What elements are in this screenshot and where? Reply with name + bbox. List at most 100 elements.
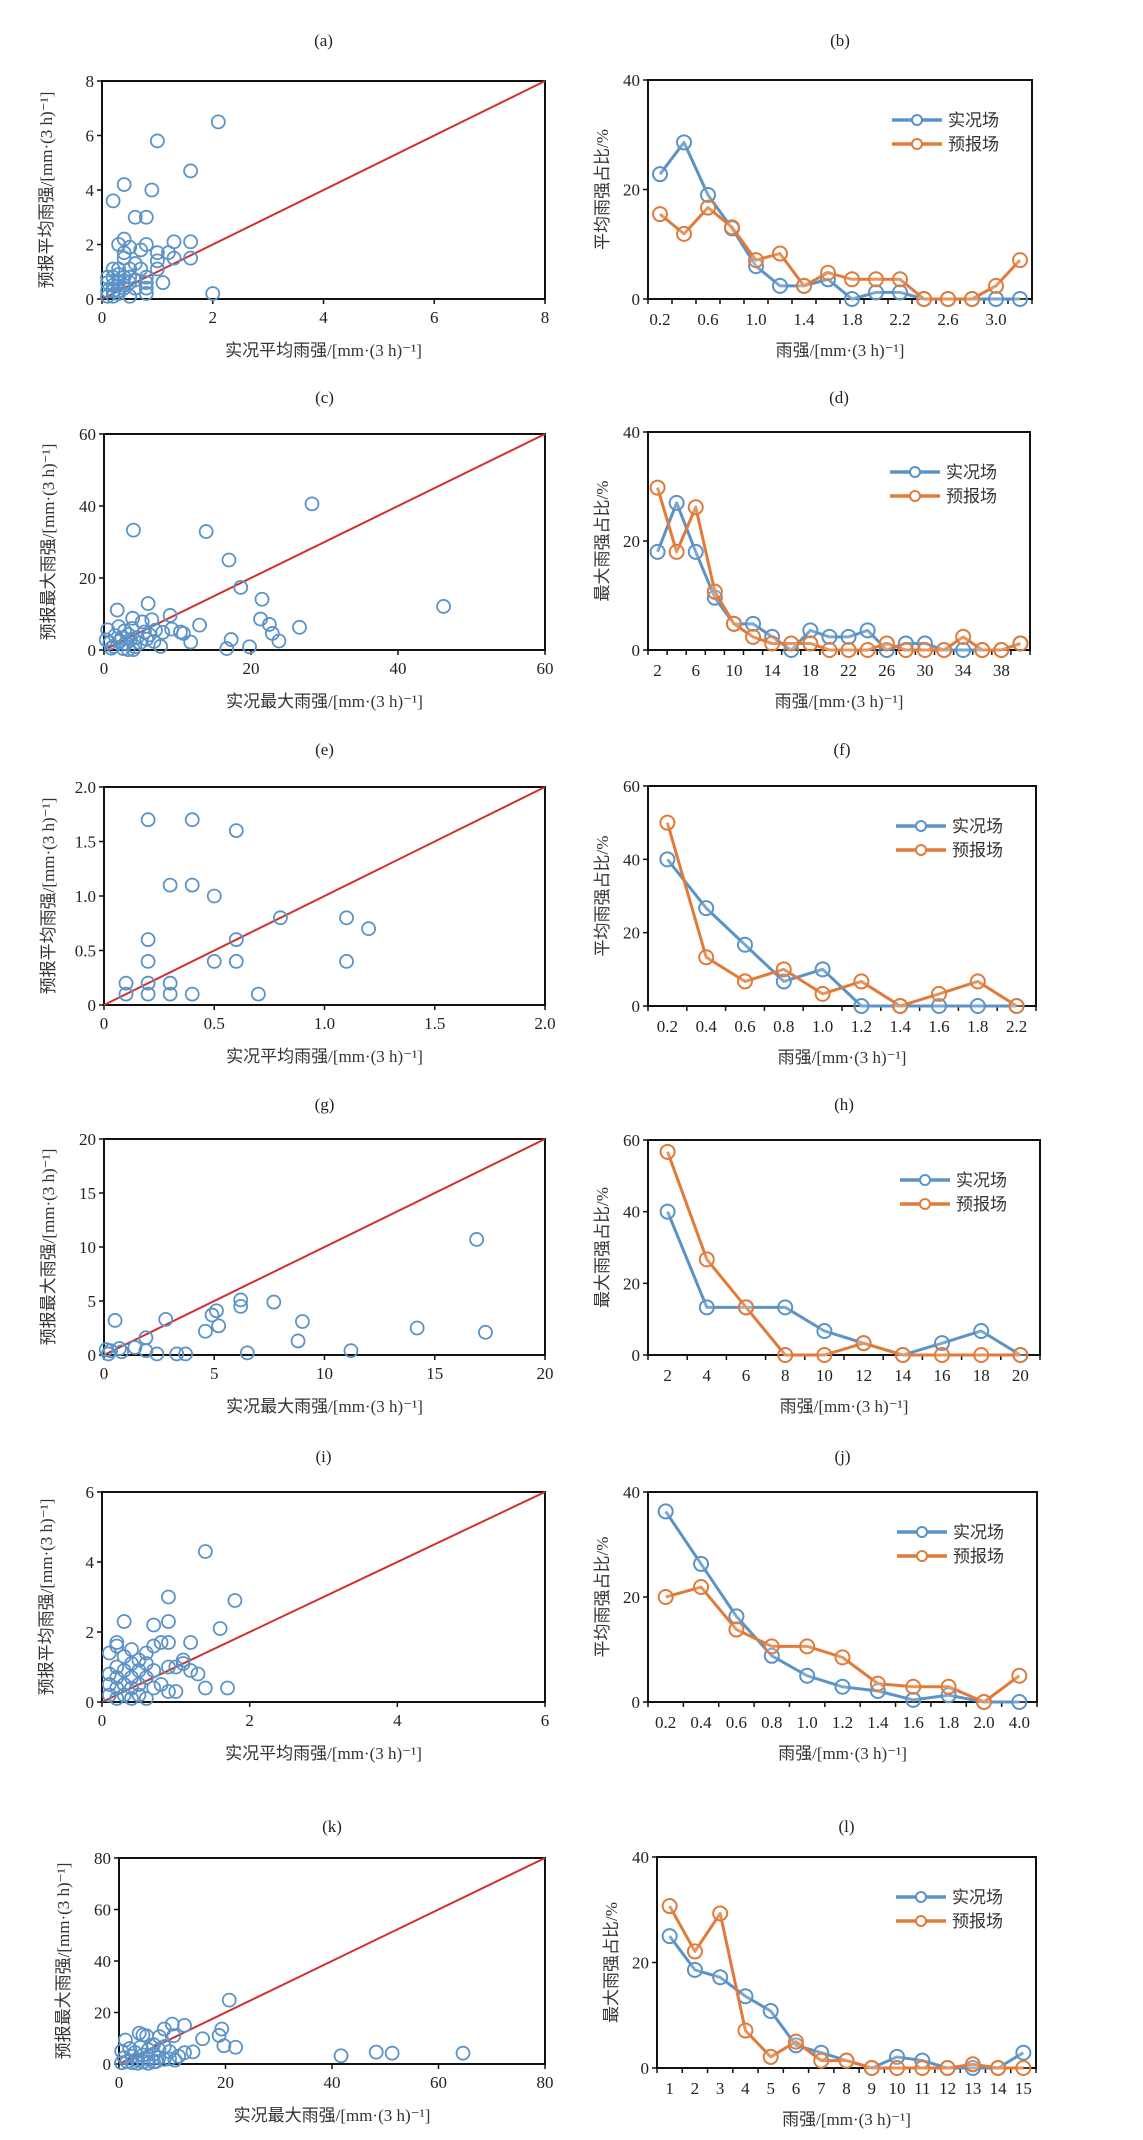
- diagonal-line: [103, 786, 546, 1006]
- y-tick-label: 40: [79, 497, 96, 516]
- scatter-point: [138, 1691, 154, 1706]
- scatter-point: [116, 177, 132, 192]
- panel-title: (g): [315, 1095, 335, 1114]
- scatter-point: [158, 1311, 174, 1327]
- scatter-point: [223, 632, 239, 647]
- scatter-point: [384, 2045, 400, 2061]
- x-tick-label: 20: [217, 2073, 234, 2092]
- series-marker: [814, 985, 831, 1002]
- x-tick-label: 14: [990, 2079, 1008, 2098]
- series-line-forecast: [656, 487, 1021, 652]
- series-marker: [973, 1347, 990, 1363]
- x-tick-label: 1.6: [928, 1017, 949, 1036]
- series-marker: [859, 622, 876, 639]
- scatter-point: [166, 250, 182, 266]
- scatter-point: [116, 1663, 132, 1678]
- x-tick-label: 5: [766, 2079, 775, 2098]
- scatter-point: [146, 1617, 162, 1633]
- x-tick-label: 2: [245, 1711, 254, 1730]
- y-axis-label: 最大雨强占比/%: [593, 481, 612, 602]
- x-tick-label: 40: [390, 659, 407, 678]
- scatter-point: [233, 579, 249, 595]
- y-tick-label: 20: [623, 532, 640, 551]
- y-tick-label: 2.0: [75, 778, 96, 797]
- series-marker: [897, 642, 914, 658]
- x-tick-label: 3.0: [985, 310, 1006, 329]
- x-tick-label: 10: [725, 661, 742, 680]
- series-marker: [934, 1335, 950, 1352]
- series-marker: [974, 642, 991, 658]
- scatter-point: [133, 242, 149, 258]
- series-line-forecast: [659, 206, 1022, 301]
- x-tick-label: 4: [741, 2079, 750, 2098]
- y-axis-label: 平均雨强占比/%: [593, 1537, 612, 1658]
- scatter-point: [185, 2044, 201, 2060]
- legend-swatch-marker: [919, 1198, 931, 1210]
- series-line-observed: [666, 858, 1017, 1008]
- scatter-point: [101, 1666, 117, 1682]
- scatter-point: [228, 2039, 244, 2055]
- chart-panel-g: (g) 0 5 10 15 20 预报最大雨强/[mm·(3 h)⁻¹] 实况最大雨强/[mm…: [39, 1095, 554, 1416]
- scatter-point: [130, 2055, 146, 2071]
- series-marker: [863, 2060, 880, 2076]
- series-marker: [940, 1678, 957, 1695]
- x-tick-label: 1.4: [793, 310, 815, 329]
- series-marker: [783, 635, 800, 652]
- x-axis-label: 实况最大雨强/[mm·(3 h)⁻¹]: [234, 2106, 431, 2125]
- scatter-point: [204, 1307, 220, 1323]
- y-tick-label: 1.5: [75, 833, 96, 852]
- x-tick-label: 1.0: [745, 310, 766, 329]
- scatter-point: [290, 1333, 306, 1349]
- chart-panel-c: (c) 0 20 40 60 预报最大雨强/[mm·(3 h)⁻¹] 实况最大雨强/[mm·…: [39, 388, 554, 711]
- scatter-point: [127, 209, 143, 225]
- x-axis-label: 雨强/[mm·(3 h)⁻¹]: [778, 1744, 907, 1763]
- x-tick-label: 38: [993, 661, 1010, 680]
- x-tick-label: 1.4: [890, 1017, 912, 1036]
- series-marker: [661, 1928, 678, 1945]
- x-tick-label: 20: [537, 1364, 554, 1383]
- scatter-point: [116, 1677, 132, 1692]
- legend-label: 预报场: [946, 487, 997, 506]
- x-tick-label: 1.5: [424, 1014, 445, 1033]
- scatter-point: [138, 209, 154, 225]
- x-tick-label: 10: [889, 2079, 906, 2098]
- series-marker: [813, 2052, 830, 2069]
- scatter-point: [161, 1684, 176, 1699]
- series-marker: [676, 134, 692, 151]
- scatter-point: [455, 2045, 471, 2061]
- legend-swatch-marker: [915, 820, 927, 832]
- series-marker: [892, 284, 908, 301]
- x-tick-label: 0.2: [649, 310, 670, 329]
- scatter-point: [228, 823, 244, 838]
- scatter-point: [183, 234, 199, 250]
- diagonal-line: [103, 1138, 546, 1356]
- scatter-point: [169, 1346, 185, 1362]
- scatter-point: [436, 599, 451, 614]
- scatter-point: [183, 634, 199, 650]
- legend-swatch-marker: [915, 844, 927, 856]
- y-tick-label: 40: [623, 1203, 640, 1222]
- legend-swatch-marker: [911, 114, 923, 126]
- series-marker: [931, 998, 947, 1014]
- x-tick-label: 26: [878, 661, 895, 680]
- y-tick-label: 0: [86, 1693, 95, 1712]
- series-marker: [964, 291, 980, 307]
- series-marker: [855, 1335, 872, 1352]
- x-tick-label: 3: [716, 2079, 725, 2098]
- x-tick-label: 0.8: [761, 1713, 782, 1732]
- series-marker: [676, 225, 692, 242]
- scatter-point: [184, 812, 200, 828]
- y-axis-label: 预报最大雨强/[mm·(3 h)⁻¹]: [39, 444, 58, 641]
- series-marker: [659, 814, 676, 831]
- series-marker: [1008, 998, 1025, 1014]
- x-tick-label: 2.0: [973, 1713, 994, 1732]
- scatter-point: [149, 261, 165, 277]
- scatter-point: [127, 1340, 143, 1355]
- scatter-point: [140, 2055, 156, 2071]
- panel-title: (c): [315, 388, 334, 407]
- scatter-point: [197, 1680, 213, 1696]
- y-axis-label: 平均雨强占比/%: [593, 836, 612, 957]
- diagonal-line: [118, 1857, 546, 2065]
